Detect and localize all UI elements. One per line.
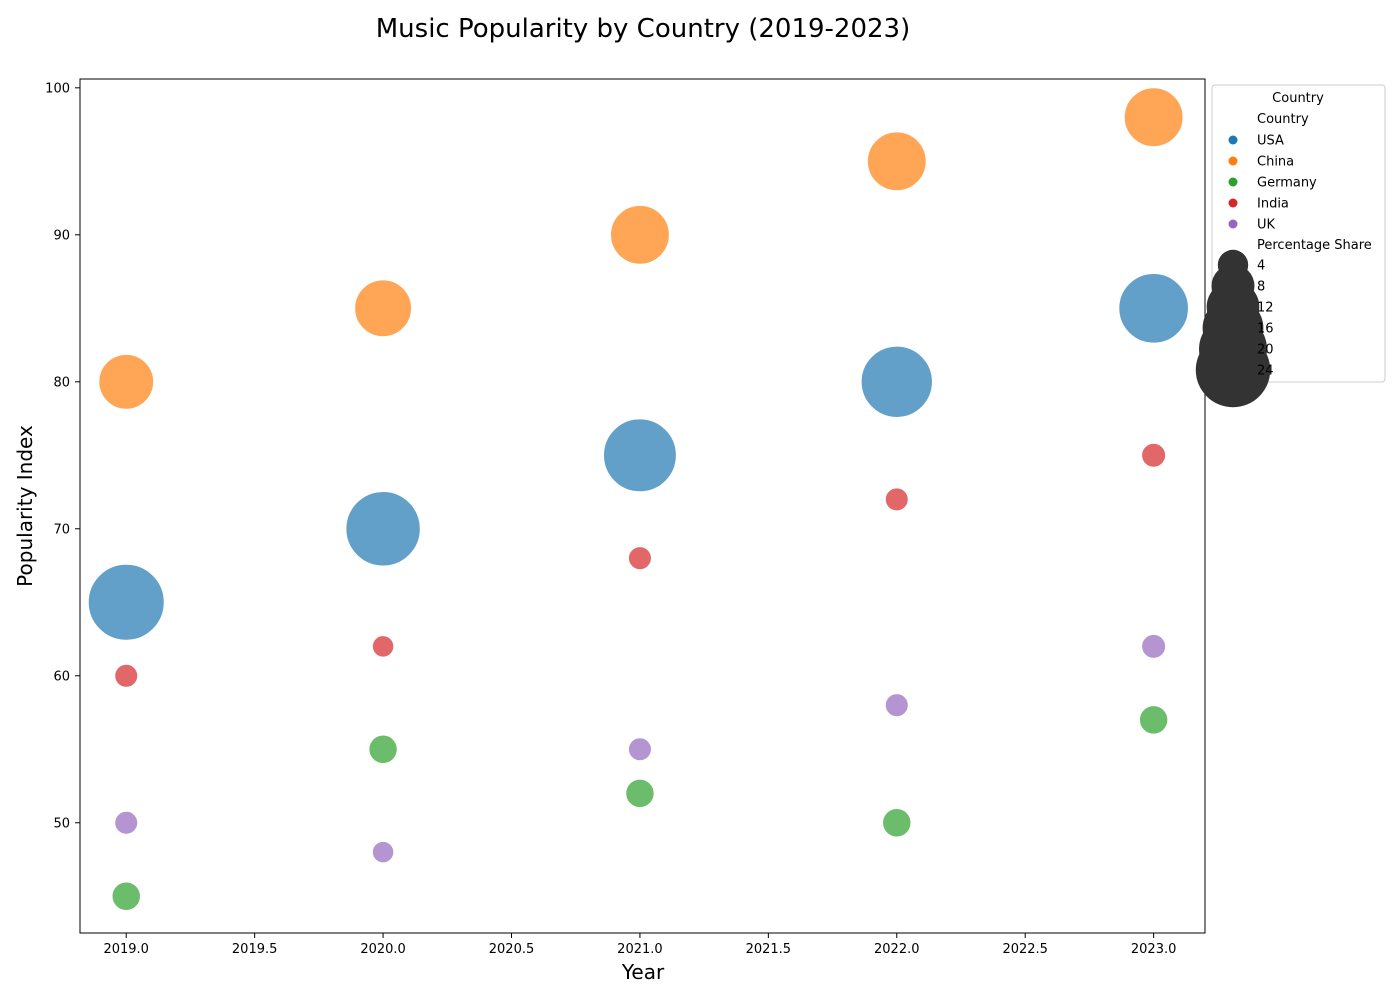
data-point-uk — [884, 693, 909, 718]
legend-size-heading: Percentage Share — [1257, 238, 1372, 253]
x-tick-label: 2022.5 — [1002, 942, 1048, 957]
legend-label-uk: UK — [1257, 218, 1276, 233]
data-point-usa — [87, 563, 165, 641]
legend-size-label: 24 — [1257, 364, 1274, 379]
legend-marker-uk — [1228, 219, 1238, 229]
data-point-china — [1123, 87, 1184, 148]
y-tick-label: 100 — [45, 81, 70, 96]
legend-marker-china — [1228, 156, 1238, 166]
x-tick-label: 2019.5 — [232, 942, 278, 957]
y-tick-label: 90 — [53, 228, 70, 243]
chart-title: Music Popularity by Country (2019-2023) — [376, 14, 911, 44]
legend-label-china: China — [1257, 155, 1294, 170]
x-axis: 2019.0 2019.5 2020.0 2020.5 2021.0 2021.5 2022… — [103, 933, 1176, 957]
data-point-germany — [111, 881, 141, 911]
legend: Country Country USA China Germany India UK P… — [1195, 84, 1386, 408]
data-point-china — [609, 204, 670, 265]
x-tick-label: 2019.0 — [103, 942, 149, 957]
data-point-china — [98, 353, 155, 410]
data-point-india — [1141, 442, 1167, 468]
data-point-india — [371, 635, 395, 658]
data-point-india — [884, 487, 909, 512]
y-axis: 50 60 70 80 90 100 — [45, 81, 80, 831]
x-tick-label: 2023.0 — [1131, 942, 1177, 957]
x-tick-label: 2020.0 — [360, 942, 406, 957]
x-tick-label: 2021.5 — [746, 942, 792, 957]
data-point-china — [354, 279, 413, 338]
data-point-germany — [625, 778, 655, 809]
data-point-usa — [860, 345, 933, 418]
legend-size-label: 12 — [1257, 301, 1274, 316]
legend-size-label: 16 — [1257, 322, 1274, 337]
data-point-china — [866, 131, 927, 192]
legend-size-label: 20 — [1257, 343, 1274, 358]
legend-marker-india — [1228, 198, 1238, 208]
legend-marker-germany — [1228, 177, 1238, 187]
data-point-germany — [368, 734, 398, 764]
y-tick-label: 50 — [53, 816, 70, 831]
legend-label-india: India — [1257, 197, 1289, 212]
legend-size-marker — [1217, 249, 1249, 281]
y-tick-label: 70 — [53, 522, 70, 537]
data-point-usa — [345, 491, 421, 567]
plot-frame — [79, 78, 1206, 934]
x-tick-label: 2022.0 — [874, 942, 920, 957]
legend-marker-usa — [1228, 135, 1238, 145]
data-point-uk — [627, 737, 652, 762]
legend-label-usa: USA — [1257, 134, 1284, 149]
y-tick-label: 80 — [53, 375, 70, 390]
legend-size-label: 4 — [1257, 259, 1265, 274]
legend-hue-heading: Country — [1257, 112, 1309, 127]
data-point-germany — [1138, 705, 1169, 735]
y-tick-label: 60 — [53, 669, 70, 684]
x-tick-label: 2020.5 — [489, 942, 535, 957]
data-point-india — [114, 663, 139, 688]
x-axis-label: Year — [621, 960, 665, 984]
data-point-usa — [1118, 272, 1189, 344]
data-point-uk — [371, 840, 395, 864]
plot-area — [87, 87, 1189, 911]
y-axis-label: Popularity Index — [13, 425, 37, 587]
x-tick-label: 2021.0 — [617, 942, 663, 957]
data-point-uk — [1141, 633, 1167, 659]
data-point-india — [627, 546, 652, 571]
legend-label-germany: Germany — [1257, 176, 1317, 191]
legend-size-label: 8 — [1257, 280, 1265, 295]
data-point-germany — [882, 808, 912, 838]
data-point-uk — [114, 810, 139, 835]
legend-title: Country — [1272, 91, 1324, 106]
data-point-usa — [602, 418, 677, 493]
